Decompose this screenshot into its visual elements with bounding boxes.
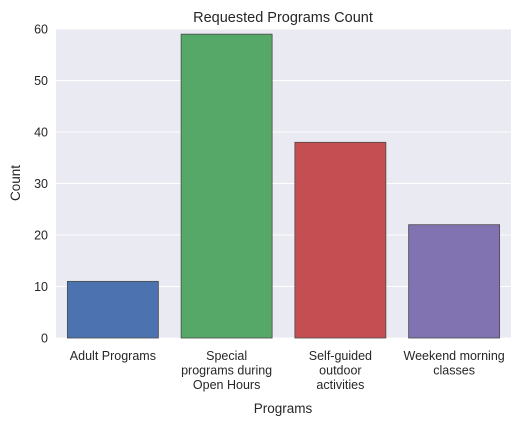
x-tick-label: Self-guided outdoor activities — [309, 349, 372, 392]
y-tick-label: 20 — [34, 229, 48, 243]
chart-title: Requested Programs Count — [193, 10, 373, 26]
x-axis-label: Programs — [254, 401, 313, 416]
x-tick-label: Adult Programs — [70, 349, 156, 363]
bar — [66, 280, 159, 339]
x-tick-label-line: Special — [206, 349, 247, 363]
x-tick-label-line: Adult Programs — [70, 349, 156, 363]
x-tick-label-line: programs during — [181, 364, 272, 378]
x-tick-label-line: outdoor — [319, 364, 361, 378]
x-tick-label: Weekend morning classes — [404, 349, 505, 378]
y-tick-label: 10 — [34, 280, 48, 294]
y-axis-label: Count — [8, 165, 23, 201]
x-tick-label-line: activities — [316, 378, 364, 392]
x-tick-labels: Adult Programs Special programs during Open… — [70, 349, 505, 392]
x-tick-label-line: classes — [433, 364, 475, 378]
bar — [294, 141, 387, 339]
bar — [408, 224, 501, 339]
x-tick-label-line: Self-guided — [309, 349, 372, 363]
y-tick-label: 30 — [34, 177, 48, 191]
y-tick-label: 60 — [34, 23, 48, 37]
y-tick-label: 50 — [34, 74, 48, 88]
bars — [66, 33, 501, 339]
x-tick-label: Special programs during Open Hours — [181, 349, 272, 392]
y-tick-labels: 0 10 20 30 40 50 60 — [34, 23, 48, 346]
y-tick-label: 0 — [41, 332, 48, 346]
x-tick-label-line: Open Hours — [193, 378, 260, 392]
bar — [180, 33, 273, 339]
y-tick-label: 40 — [34, 126, 48, 140]
x-tick-label-line: Weekend morning — [404, 349, 505, 363]
